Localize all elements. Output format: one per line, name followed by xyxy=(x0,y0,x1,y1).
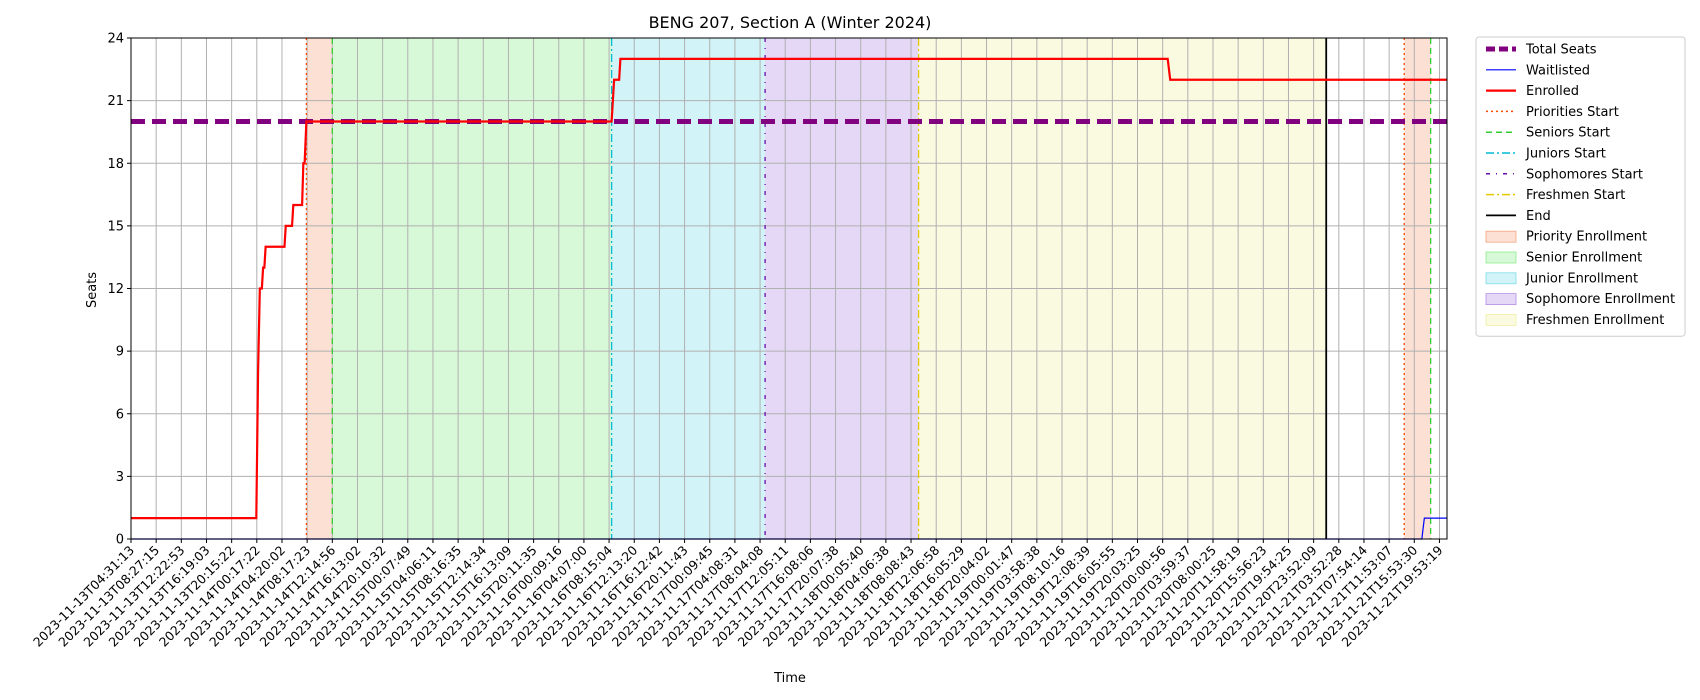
legend-swatch-9 xyxy=(1485,230,1517,243)
y-tick-label-1: 3 xyxy=(116,470,124,485)
legend-label-8: End xyxy=(1526,209,1551,224)
y-axis-ticks: 0 3 6 9 12 15 18 21 24 xyxy=(107,32,131,548)
series-2 xyxy=(131,57,1447,520)
y-tick-label-4: 12 xyxy=(107,282,124,297)
legend-swatch-12 xyxy=(1485,293,1517,306)
legend-label-7: Freshmen Start xyxy=(1526,188,1625,203)
y-tick-label-7: 21 xyxy=(107,94,124,109)
legend-label-5: Juniors Start xyxy=(1525,147,1606,162)
legend-label-9: Priority Enrollment xyxy=(1526,230,1647,245)
y-axis-label: Seats xyxy=(85,272,100,308)
legend-label-6: Sophomores Start xyxy=(1526,167,1643,182)
y-tick-label-0: 0 xyxy=(116,533,124,548)
y-tick-label-6: 18 xyxy=(107,157,124,172)
y-tick-label-5: 15 xyxy=(107,219,124,234)
legend-label-4: Seniors Start xyxy=(1526,126,1610,141)
x-axis-ticks: 2023-11-13T04:31:132023-11-13T08:27:1520… xyxy=(30,539,1446,650)
legend-label-10: Senior Enrollment xyxy=(1526,251,1642,266)
legend-label-1: Waitlisted xyxy=(1526,63,1590,78)
legend-swatch-13 xyxy=(1485,313,1517,326)
chart-title: BENG 207, Section A (Winter 2024) xyxy=(649,13,932,32)
legend-label-13: Freshmen Enrollment xyxy=(1526,313,1664,328)
legend-box xyxy=(1475,36,1686,337)
legend: Total Seats Waitlisted Enrolled Priorities … xyxy=(1475,36,1686,337)
legend-label-12: Sophomore Enrollment xyxy=(1526,292,1675,307)
legend-label-11: Junior Enrollment xyxy=(1525,271,1638,286)
legend-swatch-10 xyxy=(1485,251,1517,264)
legend-label-2: Enrolled xyxy=(1526,84,1579,99)
legend-swatch-11 xyxy=(1485,272,1517,285)
y-tick-label-8: 24 xyxy=(107,32,124,47)
y-tick-label-2: 6 xyxy=(116,407,124,422)
x-axis-label: Time xyxy=(773,671,806,686)
legend-label-0: Total Seats xyxy=(1525,43,1597,58)
legend-label-3: Priorities Start xyxy=(1526,105,1619,120)
y-tick-label-3: 9 xyxy=(116,345,124,360)
